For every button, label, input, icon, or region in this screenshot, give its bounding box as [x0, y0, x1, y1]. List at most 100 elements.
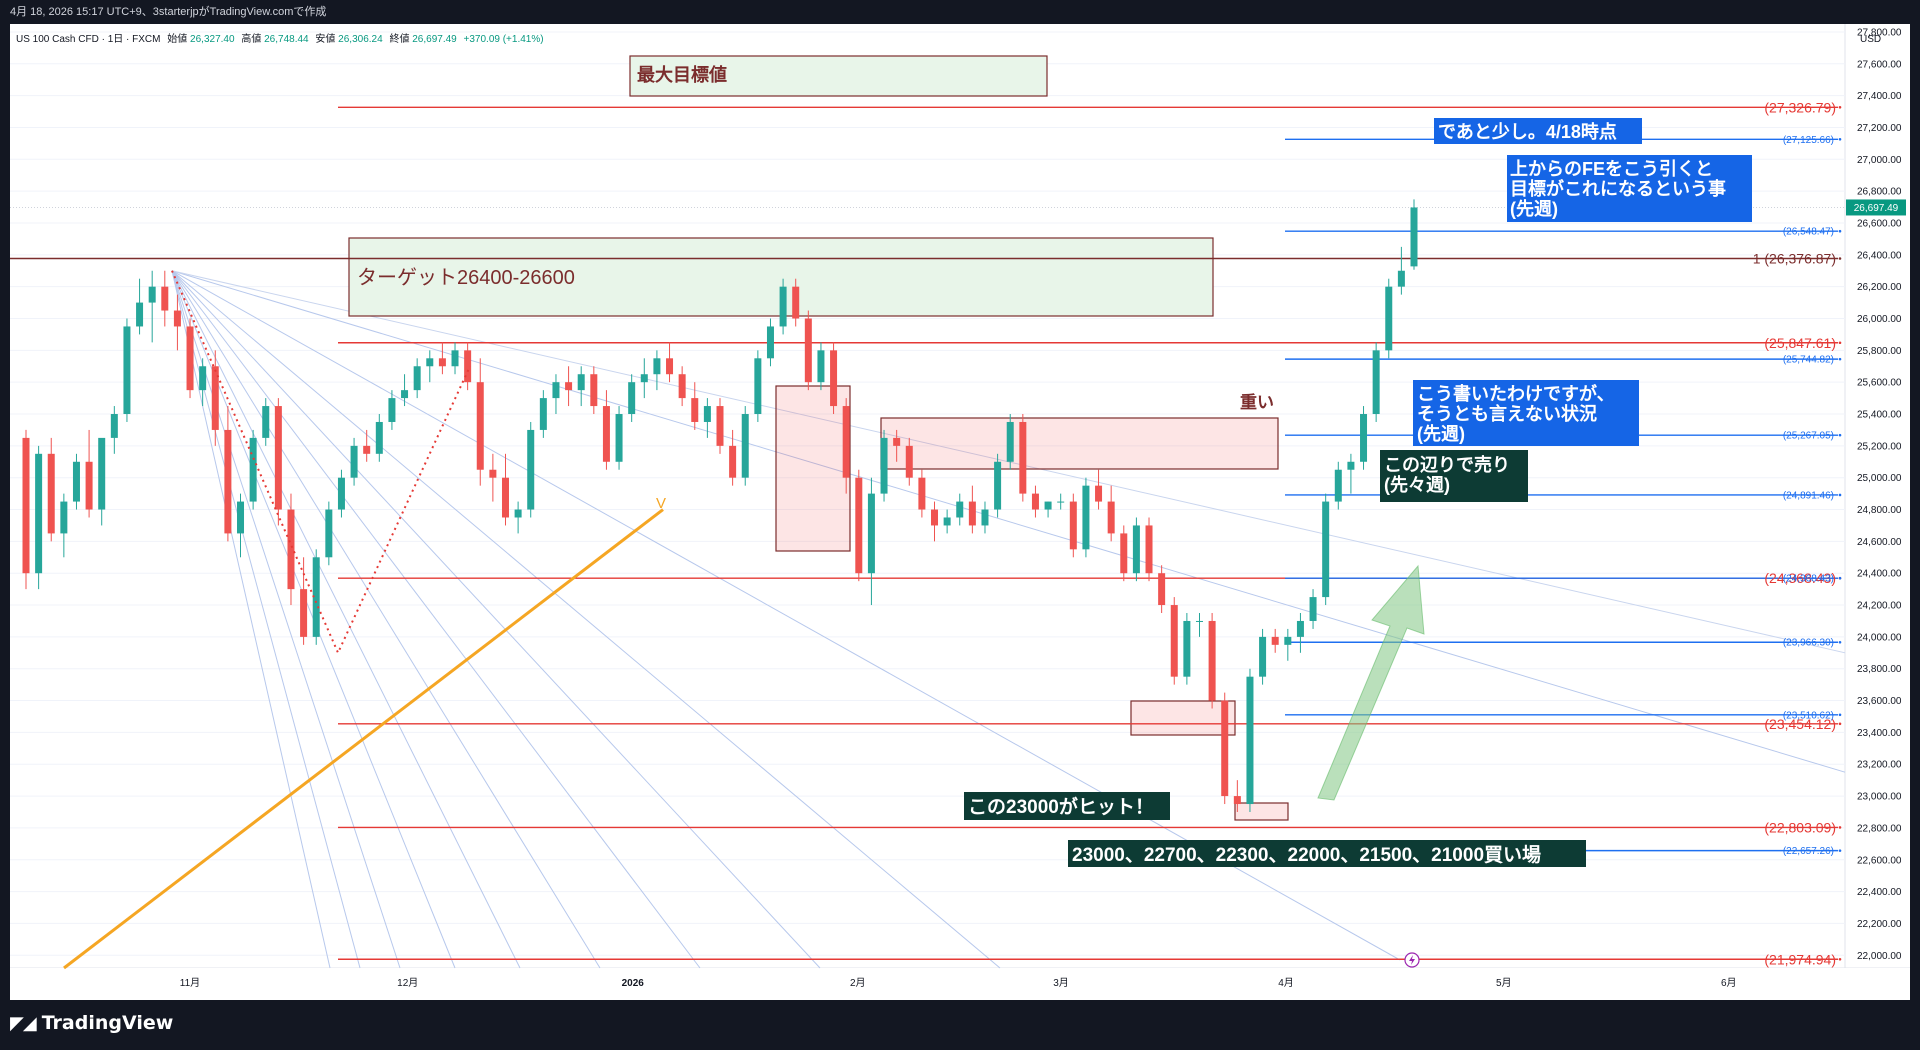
heavy-label: 重い	[1240, 392, 1274, 412]
candle	[1044, 501, 1052, 518]
candle	[1183, 613, 1191, 685]
x-tick-label: 4月	[1278, 977, 1294, 989]
not-so-note-line: そうとも言えない状況	[1417, 403, 1597, 424]
candle	[968, 485, 976, 534]
candle	[1296, 613, 1304, 653]
candle	[110, 406, 118, 454]
y-tick-label: 27,600.00	[1857, 59, 1902, 70]
candle	[438, 342, 446, 375]
fan-line	[171, 270, 601, 969]
candle	[1284, 628, 1292, 661]
support-box[interactable]	[1130, 700, 1236, 736]
not-so-note-box	[1413, 380, 1639, 446]
y-tick-label: 26,600.00	[1857, 218, 1902, 229]
candle	[880, 429, 888, 502]
currency-label: USD	[1860, 34, 1881, 45]
dotted-zigzag[interactable]	[171, 270, 471, 656]
red-level-label: (24,368.43)	[1764, 570, 1836, 586]
buy-zone-text: 23000、22700、22300、22000、21500、21000買い場	[1072, 844, 1541, 866]
candle	[981, 501, 989, 534]
blue-level-label: (25,744.82)	[1783, 355, 1834, 366]
x-tick-label: 2026	[622, 978, 645, 989]
candle	[1158, 565, 1166, 614]
candle	[60, 493, 68, 558]
y-tick-label: 22,800.00	[1857, 823, 1902, 834]
candle	[375, 414, 383, 462]
candle	[1120, 525, 1128, 582]
candle	[653, 350, 661, 391]
candle	[741, 406, 749, 486]
candle	[464, 342, 472, 391]
y-tick-label: 24,400.00	[1857, 569, 1902, 580]
candle	[1322, 493, 1330, 606]
y-tick-label: 25,600.00	[1857, 378, 1902, 389]
fan-line	[171, 270, 521, 969]
candle	[905, 437, 913, 486]
candle	[1208, 613, 1216, 709]
replay-icon[interactable]	[1404, 952, 1420, 968]
candle	[514, 501, 522, 534]
candle	[1145, 517, 1153, 582]
y-tick-label: 25,800.00	[1857, 346, 1902, 357]
x-tick-label: 2月	[850, 977, 866, 989]
high-value: 26,748.44	[264, 34, 309, 45]
candle	[1019, 414, 1027, 502]
blue-level-label: (23,510.62)	[1783, 710, 1834, 721]
heavy-zone-box[interactable]	[880, 417, 1279, 470]
up-arrow-icon[interactable]	[1317, 564, 1425, 801]
y-tick-label: 23,600.00	[1857, 696, 1902, 707]
low-label: 安値	[315, 32, 335, 45]
symbol-legend: US 100 Cash CFD · 1日 · FXCM 始値 26,327.40…	[16, 32, 544, 45]
y-tick-label: 25,200.00	[1857, 441, 1902, 452]
tradingview-logo[interactable]: ◤◢ TradingView	[10, 1012, 173, 1034]
y-tick-label: 26,200.00	[1857, 282, 1902, 293]
candle	[703, 398, 711, 438]
y-tick-label: 22,000.00	[1857, 951, 1902, 962]
fe-note-line: (先週)	[1510, 198, 1558, 219]
orange-trendline[interactable]	[63, 508, 664, 970]
max-target-box[interactable]	[629, 55, 1048, 97]
y-tick-label: 26,400.00	[1857, 250, 1902, 261]
candle	[1095, 469, 1103, 510]
high-label: 高値	[241, 32, 261, 45]
candle	[161, 270, 169, 327]
red-level-label: (23,454.12)	[1764, 716, 1836, 732]
candle	[766, 318, 774, 367]
blue-level-label: (26,548.47)	[1783, 227, 1834, 238]
candle	[237, 493, 245, 558]
candle	[577, 366, 585, 407]
candle	[476, 358, 484, 486]
candle	[1221, 692, 1229, 805]
candle	[842, 398, 850, 494]
candle	[173, 294, 181, 351]
candle	[779, 278, 787, 335]
y-tick-label: 23,800.00	[1857, 664, 1902, 675]
brand-text: TradingView	[41, 1012, 174, 1034]
v-label: V	[656, 495, 666, 512]
fan-line	[171, 270, 1846, 773]
candle	[1170, 597, 1178, 685]
candle	[413, 358, 421, 399]
price-axis-panel	[1845, 24, 1920, 1000]
fan-line	[171, 270, 401, 969]
y-tick-label: 23,400.00	[1857, 728, 1902, 739]
blue-level-label: (24,368.43)	[1783, 574, 1834, 585]
candle	[211, 350, 219, 446]
candle	[350, 437, 358, 486]
blue-level-label: (22,657.26)	[1783, 846, 1834, 857]
close-value: 26,697.49	[412, 34, 457, 45]
red-level-label: (21,974.94)	[1764, 951, 1836, 967]
resistance-box[interactable]	[775, 385, 851, 552]
sell-note-box	[1380, 450, 1528, 502]
bottom-box[interactable]	[1234, 802, 1289, 821]
blue-level-label: (27,125.66)	[1783, 135, 1834, 146]
y-tick-label: 25,000.00	[1857, 473, 1902, 484]
almost-note-box	[1434, 118, 1642, 144]
y-tick-label: 24,800.00	[1857, 505, 1902, 516]
candle	[994, 453, 1002, 518]
x-tick-label: 11月	[180, 977, 200, 989]
candle	[1107, 485, 1115, 542]
sell-note-line: この辺りで売り	[1384, 454, 1510, 475]
candle	[691, 382, 699, 430]
